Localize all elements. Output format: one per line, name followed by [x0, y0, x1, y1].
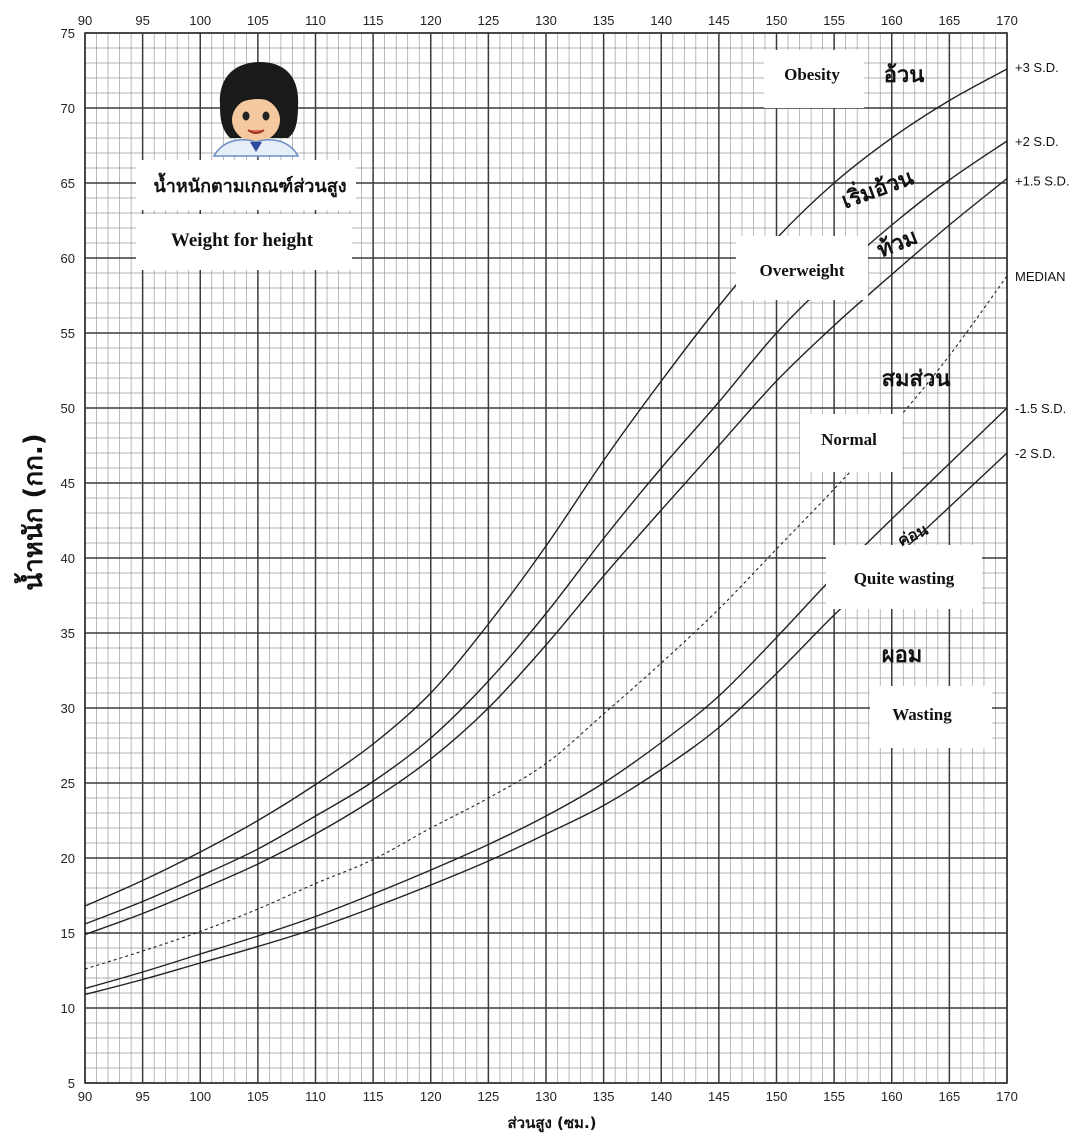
- y-tick-label: 40: [61, 551, 75, 566]
- x-tick-label-bottom: 130: [535, 1089, 557, 1104]
- curve-label: -1.5 S.D.: [1015, 401, 1066, 416]
- x-tick-label-top: 125: [478, 13, 500, 28]
- x-tick-label-bottom: 120: [420, 1089, 442, 1104]
- normal-label: Normal: [821, 430, 877, 449]
- y-tick-label: 65: [61, 176, 75, 191]
- y-tick-label: 25: [61, 776, 75, 791]
- x-tick-label-top: 170: [996, 13, 1018, 28]
- x-tick-label-bottom: 105: [247, 1089, 269, 1104]
- y-axis-title: น้ำหนัก (กก.): [13, 433, 49, 590]
- x-tick-label-top: 100: [189, 13, 211, 28]
- x-tick-label-top: 145: [708, 13, 730, 28]
- y-tick-label: 5: [68, 1076, 75, 1091]
- x-tick-label-top: 130: [535, 13, 557, 28]
- x-tick-label-bottom: 125: [478, 1089, 500, 1104]
- x-tick-label-top: 135: [593, 13, 615, 28]
- y-tick-label: 75: [61, 26, 75, 41]
- x-tick-label-top: 150: [766, 13, 788, 28]
- x-tick-label-bottom: 155: [823, 1089, 845, 1104]
- x-tick-label-top: 155: [823, 13, 845, 28]
- title-thai: น้ำหนักตามเกณฑ์ส่วนสูง: [153, 172, 346, 198]
- y-tick-label: 60: [61, 251, 75, 266]
- x-tick-label-bottom: 140: [650, 1089, 672, 1104]
- x-tick-label-bottom: 150: [766, 1089, 788, 1104]
- y-tick-label: 30: [61, 701, 75, 716]
- x-tick-label-bottom: 145: [708, 1089, 730, 1104]
- x-tick-label-top: 165: [939, 13, 961, 28]
- y-tick-label: 70: [61, 101, 75, 116]
- y-tick-label: 20: [61, 851, 75, 866]
- x-tick-label-top: 105: [247, 13, 269, 28]
- x-tick-label-top: 140: [650, 13, 672, 28]
- y-tick-labels: 5 10 15 20 25 30 35 40 45 50 55 60 65 70 75: [61, 26, 75, 1091]
- x-tick-label-bottom: 170: [996, 1089, 1018, 1104]
- zone-thai-wasting: ผอม: [882, 642, 923, 668]
- zone-thai-obesity: อ้วน: [884, 62, 925, 88]
- y-tick-label: 35: [61, 626, 75, 641]
- curve-label: +2 S.D.: [1015, 134, 1059, 149]
- x-tick-label-top: 160: [881, 13, 903, 28]
- y-tick-label: 50: [61, 401, 75, 416]
- x-tick-label-top: 115: [363, 13, 384, 28]
- x-tick-label-bottom: 110: [305, 1089, 326, 1104]
- curve-label: +1.5 S.D.: [1015, 174, 1070, 189]
- x-tick-label-bottom: 165: [939, 1089, 961, 1104]
- zone-thai-normal: สมส่วน: [882, 366, 951, 392]
- x-tick-label-top: 90: [78, 13, 92, 28]
- y-tick-label: 45: [61, 476, 75, 491]
- y-tick-label: 55: [61, 326, 75, 341]
- x-tick-label-bottom: 160: [881, 1089, 903, 1104]
- x-tick-label-top: 95: [135, 13, 149, 28]
- curve-label: +3 S.D.: [1015, 60, 1059, 75]
- curve-label: MEDIAN: [1015, 269, 1066, 284]
- x-tick-label-bottom: 100: [189, 1089, 211, 1104]
- curve-label: -2 S.D.: [1015, 446, 1055, 461]
- quite-wasting-label: Quite wasting: [854, 569, 955, 588]
- x-tick-label-bottom: 115: [363, 1089, 384, 1104]
- y-tick-label: 15: [61, 926, 75, 941]
- x-tick-label-top: 110: [305, 13, 326, 28]
- title-en: Weight for height: [171, 230, 314, 251]
- overweight-label: Overweight: [760, 261, 845, 280]
- wasting-label: Wasting: [892, 705, 952, 724]
- y-tick-label: 10: [61, 1001, 75, 1016]
- x-axis-title: ส่วนสูง (ซม.): [507, 1114, 596, 1133]
- obesity-label: Obesity: [784, 65, 840, 84]
- x-tick-label-bottom: 90: [78, 1089, 92, 1104]
- x-tick-label-bottom: 95: [135, 1089, 149, 1104]
- x-tick-label-bottom: 135: [593, 1089, 615, 1104]
- x-tick-label-top: 120: [420, 13, 442, 28]
